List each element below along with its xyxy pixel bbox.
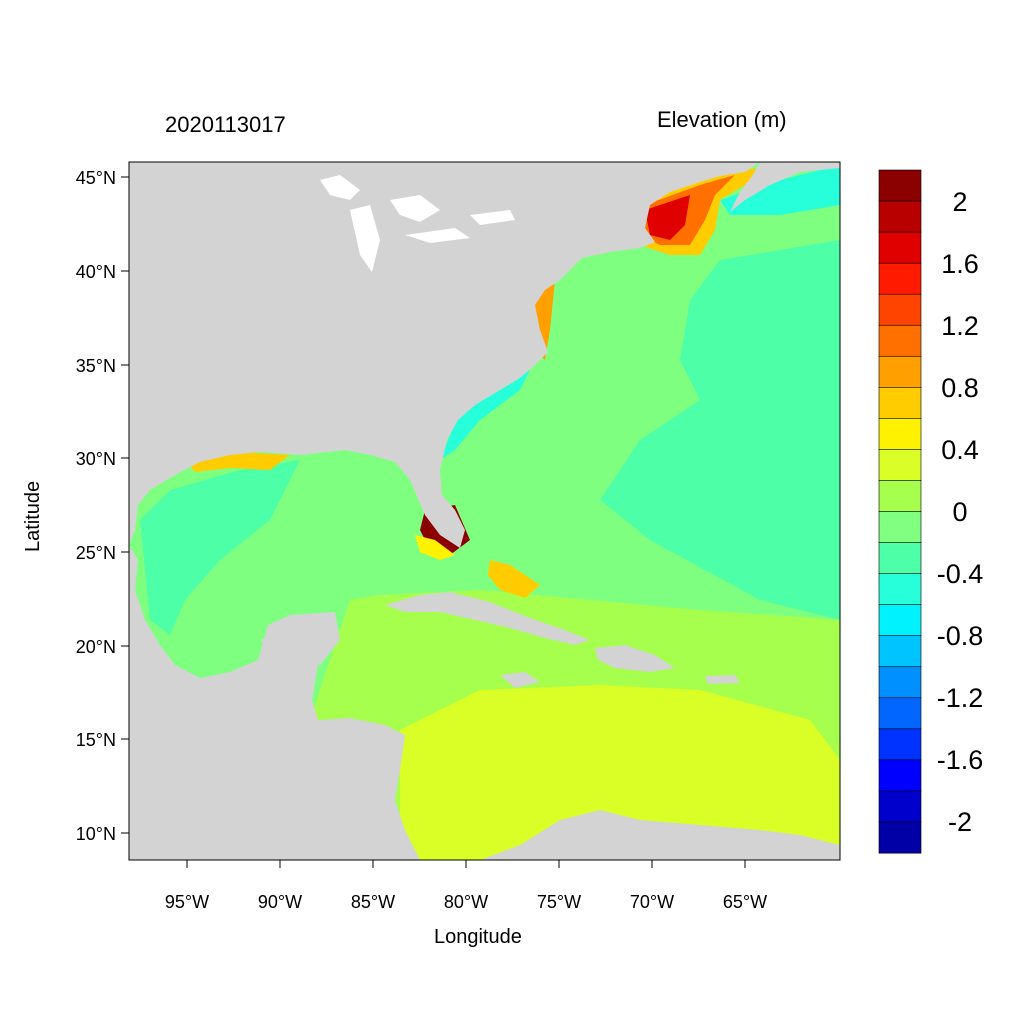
colorbar-label: 0.4 [941, 435, 979, 465]
colorbar-swatch [878, 573, 922, 606]
gulf-negative-elevation [140, 460, 300, 635]
cuba-land [385, 592, 590, 645]
colorbar-label: -0.8 [937, 621, 984, 651]
atlantic-negative-elevation [600, 240, 840, 620]
southern-caribbean-elevation [400, 685, 840, 860]
southeast-coast-cyan [440, 370, 530, 460]
colorbar-swatch [878, 821, 922, 854]
florida-bay-surge [415, 535, 455, 560]
nova-scotia-land [730, 162, 840, 212]
colorbar-label: 2 [952, 187, 967, 217]
colorbar-label: -2 [948, 807, 972, 837]
colorbar-swatch [878, 418, 922, 450]
puerto-rico-land [705, 675, 740, 684]
variable-title: Elevation (m) [657, 107, 787, 132]
colorbar-label: 0 [952, 497, 967, 527]
y-tick-label: 20°N [76, 637, 116, 657]
gulf-of-maine-cyan [720, 165, 840, 215]
x-tick-label: 80°W [444, 892, 488, 912]
colorbar-label: -0.4 [937, 559, 984, 589]
colorbar-swatch [878, 262, 922, 295]
hispaniola-land [595, 645, 675, 672]
y-tick-label: 10°N [76, 824, 116, 844]
colorbar-labels: 2 1.6 1.2 0.8 0.4 0 -0.4 -0.8 -1.2 -1.6 … [937, 187, 984, 837]
colorbar-label: 0.8 [941, 373, 979, 403]
northeast-surge-core [645, 195, 690, 240]
colorbar-label: -1.2 [937, 683, 984, 713]
x-tick-label: 70°W [630, 892, 674, 912]
x-tick-label: 95°W [165, 892, 209, 912]
colorbar-swatch [878, 200, 922, 233]
y-tick-label: 40°N [76, 262, 116, 282]
map-timestamp-title: 2020113017 [165, 112, 286, 137]
colorbar-swatch [878, 511, 922, 544]
colorbar-swatch [878, 604, 922, 637]
x-tick-label: 65°W [723, 892, 767, 912]
colorbar-swatch [878, 449, 922, 481]
colorbar-label: 1.2 [941, 311, 979, 341]
x-axis-ticks: 95°W 90°W 85°W 80°W 75°W 70°W 65°W [165, 860, 767, 912]
colorbar-swatch [878, 293, 922, 326]
x-axis-label: Longitude [434, 926, 522, 948]
map-area [129, 162, 840, 860]
jamaica-land [500, 672, 540, 688]
colorbar-swatch [878, 387, 922, 419]
plot-frame [128, 161, 841, 861]
y-axis-ticks: 45°N 40°N 35°N 30°N 25°N 20°N 15°N 10°N [76, 168, 129, 844]
colorbar-swatch [878, 169, 922, 202]
colorbar-swatch [878, 728, 922, 761]
colorbar-swatch [878, 324, 922, 357]
colorbar-swatch [878, 480, 922, 513]
colorbar-label: -1.6 [937, 745, 984, 775]
y-tick-label: 15°N [76, 730, 116, 750]
mexico-central-america-land [129, 545, 420, 860]
x-tick-label: 90°W [258, 892, 302, 912]
colorbar-swatch [878, 355, 922, 388]
colorbar-swatch [878, 635, 922, 668]
x-tick-label: 75°W [537, 892, 581, 912]
north-america-land [129, 162, 760, 548]
x-tick-label: 85°W [351, 892, 395, 912]
colorbar-swatch [878, 542, 922, 575]
colorbar-swatch [878, 666, 922, 699]
colorbar-swatch [878, 697, 922, 730]
colorbar [878, 169, 922, 854]
south-america-land [480, 810, 840, 860]
y-tick-label: 25°N [76, 543, 116, 563]
y-tick-label: 30°N [76, 449, 116, 469]
bahamas-surge [488, 560, 540, 598]
great-lakes [320, 175, 515, 272]
colorbar-swatch [878, 790, 922, 823]
yucatan-land [260, 612, 340, 665]
colorbar-swatch [878, 231, 922, 264]
colorbar-swatch [878, 759, 922, 792]
y-tick-label: 35°N [76, 356, 116, 376]
y-tick-label: 45°N [76, 168, 116, 188]
colorbar-label: 1.6 [941, 249, 979, 279]
